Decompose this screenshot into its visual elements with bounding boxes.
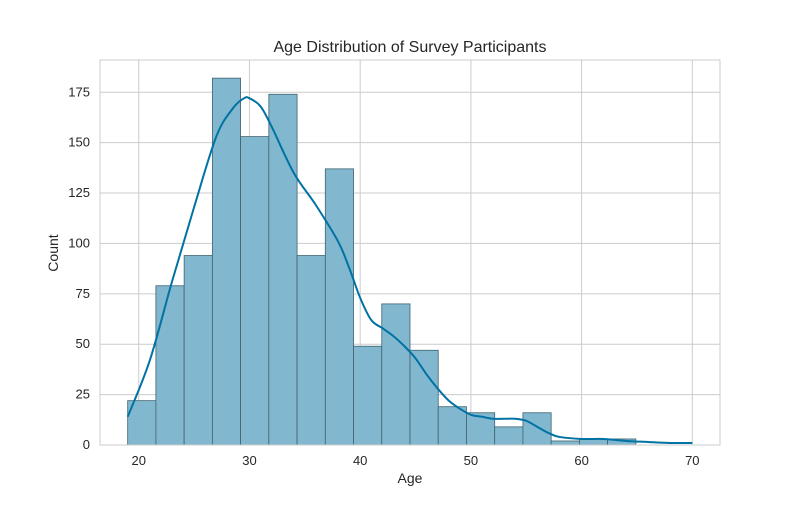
histogram-bar — [183, 255, 213, 446]
tick-labels: 20 30 40 50 60 70 0 25 50 75 100 125 150 175 — [68, 84, 699, 468]
y-axis-label: Count — [45, 234, 61, 271]
grid-lines — [100, 60, 720, 446]
y-tick-label: 50 — [76, 336, 90, 351]
y-tick-label: 125 — [68, 185, 90, 200]
histogram-bar — [409, 349, 439, 446]
x-tick-label: 50 — [464, 453, 478, 468]
axes-frame — [99, 59, 721, 446]
histogram-bar — [296, 255, 326, 446]
x-tick-label: 30 — [242, 453, 256, 468]
x-tick-label: 20 — [132, 453, 146, 468]
histogram-bar — [240, 136, 270, 446]
y-tick-label: 0 — [83, 437, 90, 452]
y-tick-label: 100 — [68, 235, 90, 250]
histogram-bar — [381, 303, 411, 446]
y-tick-label: 25 — [76, 387, 90, 402]
histogram-bar — [522, 412, 552, 446]
y-tick-label: 150 — [68, 135, 90, 150]
plot-frame — [99, 59, 721, 446]
x-tick-label: 60 — [574, 453, 588, 468]
histogram-bar — [324, 168, 354, 446]
histogram-bar — [494, 426, 524, 446]
histogram-bar — [268, 93, 298, 446]
x-tick-label: 70 — [685, 453, 699, 468]
histogram-bar — [353, 345, 383, 446]
kde-curve-group — [126, 96, 693, 445]
histogram-bar — [550, 440, 580, 446]
kde-line — [126, 96, 693, 445]
x-tick-label: 40 — [353, 453, 367, 468]
chart-title: Age Distribution of Survey Participants — [273, 39, 546, 56]
histogram-bar — [437, 406, 467, 446]
x-axis-label: Age — [398, 470, 423, 486]
histogram-bars — [127, 77, 637, 446]
histogram-bar — [155, 285, 185, 446]
y-tick-label: 75 — [76, 286, 90, 301]
y-tick-label: 175 — [68, 84, 90, 99]
